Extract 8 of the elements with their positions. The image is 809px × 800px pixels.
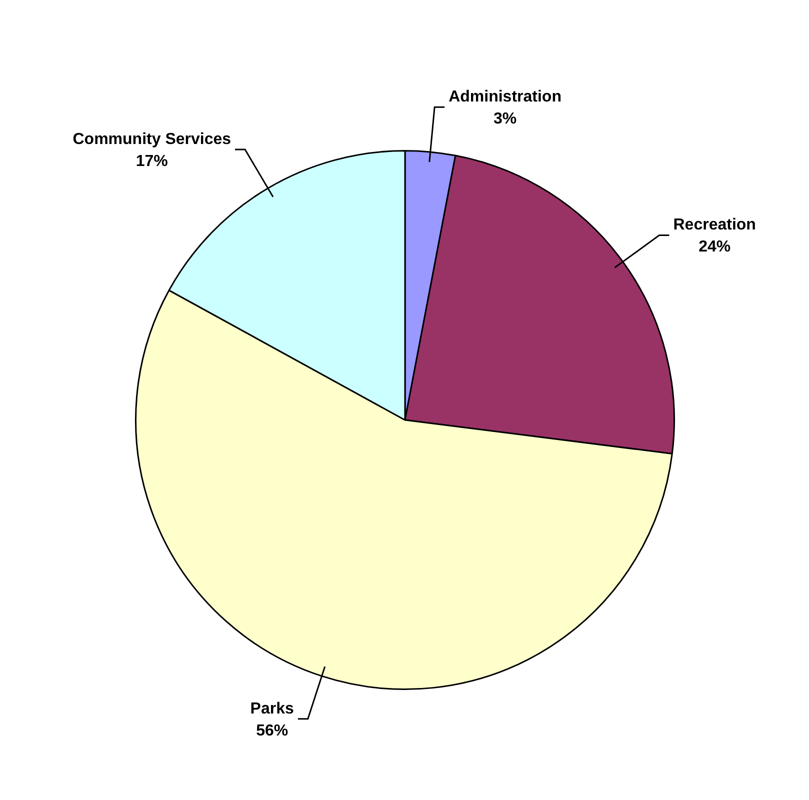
data-label: 17% bbox=[136, 152, 168, 170]
slice-label: Recreation bbox=[673, 216, 756, 234]
slice-label: Community Services bbox=[72, 130, 232, 148]
data-label: 56% bbox=[256, 722, 288, 740]
data-label: 24% bbox=[698, 238, 731, 256]
slice-label: Parks bbox=[250, 700, 294, 718]
slice-label: Administration bbox=[448, 88, 562, 106]
data-label: 3% bbox=[493, 110, 517, 128]
